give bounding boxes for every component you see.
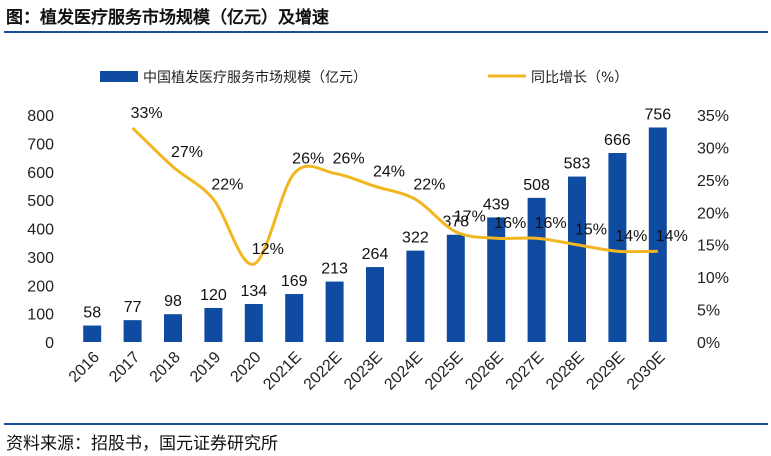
bar bbox=[123, 320, 142, 342]
bar bbox=[83, 325, 102, 342]
growth-value-label: 26% bbox=[333, 150, 365, 167]
bar-value-label: 98 bbox=[164, 293, 182, 310]
x-tick-label: 2023E bbox=[341, 349, 386, 394]
left-axis: 0 100 200 300 400 500 600 700 800 bbox=[27, 108, 54, 352]
bar bbox=[366, 267, 384, 342]
x-tick-label: 2026E bbox=[462, 349, 507, 394]
bar bbox=[244, 303, 263, 342]
bar-value-label: 213 bbox=[321, 261, 348, 278]
bar-value-label: 583 bbox=[564, 156, 591, 173]
growth-value-label: 24% bbox=[373, 163, 405, 180]
left-tick-label: 200 bbox=[27, 278, 54, 295]
legend: 中国植发医疗服务市场规模（亿元） 同比增长（%） bbox=[100, 69, 628, 86]
right-axis: 0% 5% 10% 15% 20% 25% 30% 35% bbox=[697, 108, 729, 352]
x-tick-label: 2028E bbox=[543, 349, 588, 394]
x-tick-label: 2021E bbox=[260, 349, 305, 394]
right-tick-label: 35% bbox=[697, 108, 729, 125]
left-tick-label: 500 bbox=[27, 193, 54, 210]
bar bbox=[527, 197, 546, 342]
figure-title: 图：植发医疗服务市场规模（亿元）及增速 bbox=[6, 8, 329, 28]
growth-value-label: 15% bbox=[575, 222, 607, 239]
right-tick-label: 25% bbox=[697, 173, 729, 190]
x-tick-label: 2019 bbox=[187, 349, 224, 386]
bar-value-label: 134 bbox=[240, 283, 267, 300]
left-tick-label: 300 bbox=[27, 250, 54, 267]
growth-value-label: 26% bbox=[292, 150, 324, 167]
left-tick-label: 600 bbox=[27, 165, 54, 182]
x-tick-label: 2024E bbox=[381, 349, 426, 394]
x-tick-label: 2027E bbox=[503, 349, 548, 394]
bar-value-label: 322 bbox=[402, 230, 429, 247]
growth-value-label: 14% bbox=[615, 228, 647, 245]
bar bbox=[487, 217, 506, 342]
right-tick-label: 5% bbox=[697, 303, 720, 320]
bar bbox=[325, 281, 344, 342]
growth-value-label: 27% bbox=[171, 144, 203, 161]
growth-line bbox=[131, 126, 658, 266]
x-tick-label: 2020 bbox=[227, 349, 264, 386]
x-tick-label: 2030E bbox=[624, 349, 669, 394]
right-tick-label: 15% bbox=[697, 238, 729, 255]
right-tick-label: 20% bbox=[697, 205, 729, 222]
legend-bar-label: 中国植发医疗服务市场规模（亿元） bbox=[143, 69, 367, 86]
x-tick-label: 2018 bbox=[147, 349, 184, 386]
bar bbox=[568, 176, 586, 342]
right-tick-label: 0% bbox=[697, 335, 720, 352]
left-tick-label: 700 bbox=[27, 136, 54, 153]
left-tick-label: 100 bbox=[27, 307, 54, 324]
bar bbox=[285, 294, 304, 342]
bar bbox=[446, 234, 465, 342]
x-tick-label: 2025E bbox=[422, 349, 467, 394]
bar-value-label: 58 bbox=[83, 305, 101, 322]
bar-value-label: 439 bbox=[483, 196, 510, 213]
growth-value-label: 14% bbox=[656, 228, 688, 245]
bar bbox=[608, 153, 627, 342]
bar-value-label: 120 bbox=[200, 287, 227, 304]
growth-value-label: 22% bbox=[413, 176, 445, 193]
source-note: 资料来源：招股书，国元证券研究所 bbox=[6, 434, 278, 454]
growth-value-label: 17% bbox=[454, 209, 486, 226]
x-axis: 2016 2017 2018 2019 20202021E2022E2023E2024E… bbox=[66, 349, 669, 394]
left-tick-label: 400 bbox=[27, 222, 54, 239]
bar-value-label: 264 bbox=[362, 246, 389, 263]
line-series: 33% 27% 22% 12% 26% 26% 24% 22% 17% 16% 16% 15% 14% 1… bbox=[131, 105, 688, 266]
bar-value-label: 508 bbox=[523, 177, 550, 194]
bar bbox=[648, 127, 667, 342]
x-tick-label: 2017 bbox=[106, 349, 143, 386]
bar bbox=[204, 307, 223, 342]
growth-value-label: 16% bbox=[535, 215, 567, 232]
growth-value-label: 33% bbox=[131, 105, 163, 122]
growth-value-label: 16% bbox=[494, 215, 526, 232]
growth-value-label: 12% bbox=[252, 241, 284, 258]
bar-value-label: 666 bbox=[604, 132, 631, 149]
x-tick-label: 2029E bbox=[583, 349, 628, 394]
left-tick-label: 0 bbox=[45, 335, 54, 352]
legend-line-label: 同比增长（%） bbox=[531, 70, 628, 86]
bottom-rule bbox=[4, 423, 768, 425]
bar-value-label: 169 bbox=[281, 273, 308, 290]
bar-value-label: 756 bbox=[644, 106, 671, 123]
x-tick-label: 2022E bbox=[301, 349, 346, 394]
bar bbox=[164, 314, 182, 342]
top-rule bbox=[4, 31, 768, 33]
bar bbox=[406, 250, 425, 342]
x-tick-label: 2016 bbox=[66, 349, 103, 386]
right-tick-label: 10% bbox=[697, 270, 729, 287]
growth-value-label: 22% bbox=[211, 176, 243, 193]
legend-bar-swatch bbox=[100, 71, 138, 82]
right-tick-label: 30% bbox=[697, 140, 729, 157]
bar-value-label: 77 bbox=[124, 299, 142, 316]
bar-series: 58 77 98 120 1341692132643223784395085836667… bbox=[83, 106, 671, 342]
left-tick-label: 800 bbox=[27, 108, 54, 125]
